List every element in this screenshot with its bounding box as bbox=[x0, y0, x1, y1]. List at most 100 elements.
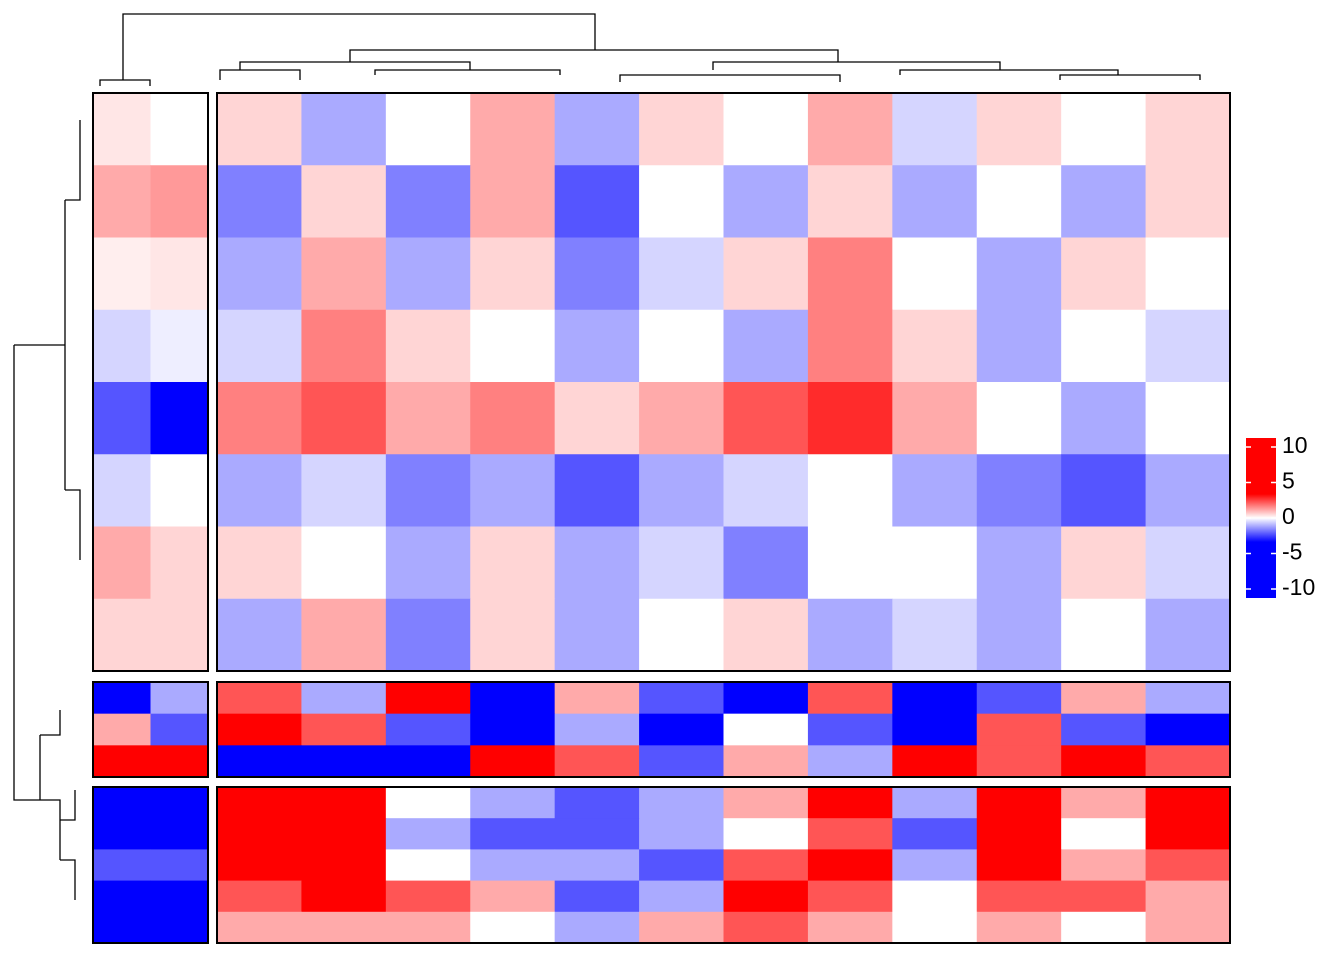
heatmap-cell bbox=[1061, 237, 1147, 311]
heatmap-cell bbox=[150, 93, 209, 166]
heatmap-cell bbox=[1061, 382, 1147, 455]
heatmap-cell bbox=[217, 880, 302, 913]
heatmap-cell bbox=[217, 598, 302, 672]
heatmap-cell bbox=[470, 745, 556, 778]
panel-frame bbox=[216, 681, 1231, 778]
heatmap-cell bbox=[807, 713, 893, 746]
heatmap-cell bbox=[470, 713, 556, 746]
heatmap-cell bbox=[470, 526, 556, 600]
heatmap-cell bbox=[1145, 745, 1231, 778]
heatmap-cell bbox=[1145, 165, 1231, 238]
heatmap-cell bbox=[807, 682, 893, 715]
heatmap-cell bbox=[150, 237, 209, 311]
heatmap-cell bbox=[93, 745, 151, 778]
heatmap-cell bbox=[554, 911, 640, 944]
heatmap-cell bbox=[93, 787, 151, 819]
heatmap-cell bbox=[554, 93, 640, 166]
heatmap-cell bbox=[93, 93, 151, 166]
heatmap-cell bbox=[807, 598, 893, 672]
heatmap-cell bbox=[385, 818, 471, 850]
panel-frames bbox=[92, 92, 1231, 944]
heatmap-cell bbox=[1145, 526, 1231, 600]
heatmap-cell bbox=[892, 382, 978, 455]
heatmap-cell bbox=[1061, 93, 1147, 166]
heatmap-cell bbox=[217, 787, 302, 819]
heatmap-cell bbox=[93, 237, 151, 311]
heatmap-cell bbox=[93, 849, 151, 882]
heatmap-cell bbox=[385, 598, 471, 672]
heatmap-cell bbox=[807, 454, 893, 527]
heatmap-cell bbox=[385, 382, 471, 455]
heatmap-cell bbox=[976, 682, 1062, 715]
heatmap-cell bbox=[385, 745, 471, 778]
heatmap-cell bbox=[150, 165, 209, 238]
heatmap-cell bbox=[385, 849, 471, 882]
heatmap-cell bbox=[301, 745, 387, 778]
heatmap-cell bbox=[1145, 382, 1231, 455]
heatmap-cell bbox=[1061, 849, 1147, 882]
panel-frame bbox=[92, 92, 209, 672]
heatmap-cell bbox=[723, 911, 809, 944]
heatmap-cell bbox=[892, 309, 978, 383]
legend-tick-label: -10 bbox=[1282, 574, 1315, 600]
heatmap-cell bbox=[1061, 682, 1147, 715]
heatmap-cell bbox=[892, 526, 978, 600]
heatmap-cell bbox=[723, 818, 809, 850]
heatmap-cell bbox=[892, 165, 978, 238]
heatmap-cell bbox=[470, 309, 556, 383]
heatmap-cell bbox=[807, 93, 893, 166]
heatmap-cell bbox=[150, 880, 209, 913]
heatmap-cell bbox=[301, 911, 387, 944]
heatmap-cell bbox=[807, 382, 893, 455]
heatmap-cell bbox=[385, 526, 471, 600]
heatmap-cell bbox=[892, 454, 978, 527]
heatmap-cell bbox=[807, 165, 893, 238]
heatmap-cell bbox=[554, 598, 640, 672]
heatmap-cell bbox=[892, 880, 978, 913]
heatmap-cell bbox=[639, 309, 724, 383]
heatmap-cell bbox=[1145, 454, 1231, 527]
heatmap-cell bbox=[976, 787, 1062, 819]
heatmap-cell bbox=[150, 818, 209, 850]
heatmap-cell bbox=[1061, 713, 1147, 746]
heatmap-cell bbox=[554, 454, 640, 527]
heatmap-cell bbox=[892, 745, 978, 778]
heatmap-cell bbox=[470, 682, 556, 715]
heatmap-cell bbox=[150, 745, 209, 778]
heatmap-cell bbox=[723, 849, 809, 882]
heatmap-cell bbox=[639, 93, 724, 166]
heatmap-cell bbox=[93, 382, 151, 455]
heatmap-cell bbox=[93, 165, 151, 238]
heatmap-cell bbox=[639, 682, 724, 715]
heatmap-cell bbox=[1061, 880, 1147, 913]
heatmap-cell bbox=[217, 682, 302, 715]
heatmap-cell bbox=[892, 787, 978, 819]
heatmap-cell bbox=[639, 454, 724, 527]
heatmap-cell bbox=[150, 911, 209, 944]
heatmap-cell bbox=[1061, 911, 1147, 944]
heatmap-cell bbox=[150, 787, 209, 819]
heatmap-cell bbox=[807, 745, 893, 778]
heatmap-cell bbox=[639, 818, 724, 850]
heatmap-cell bbox=[470, 911, 556, 944]
heatmap-cell bbox=[470, 237, 556, 311]
heatmap-cell bbox=[301, 309, 387, 383]
heatmap-cell bbox=[1145, 309, 1231, 383]
heatmap-cell bbox=[976, 382, 1062, 455]
heatmap-cell bbox=[1145, 880, 1231, 913]
heatmap-cell bbox=[723, 382, 809, 455]
heatmap-cell bbox=[1145, 713, 1231, 746]
heatmap-cell bbox=[217, 745, 302, 778]
heatmap-cell bbox=[892, 237, 978, 311]
heatmap-cell bbox=[976, 309, 1062, 383]
heatmap-cell bbox=[639, 713, 724, 746]
heatmap-cell bbox=[807, 849, 893, 882]
heatmap-cell bbox=[301, 93, 387, 166]
heatmap-cell bbox=[301, 237, 387, 311]
heatmap-cell bbox=[1061, 818, 1147, 850]
heatmap-cell bbox=[554, 745, 640, 778]
heatmap-cell bbox=[554, 309, 640, 383]
heatmap-cell bbox=[807, 911, 893, 944]
heatmap-cell bbox=[976, 93, 1062, 166]
